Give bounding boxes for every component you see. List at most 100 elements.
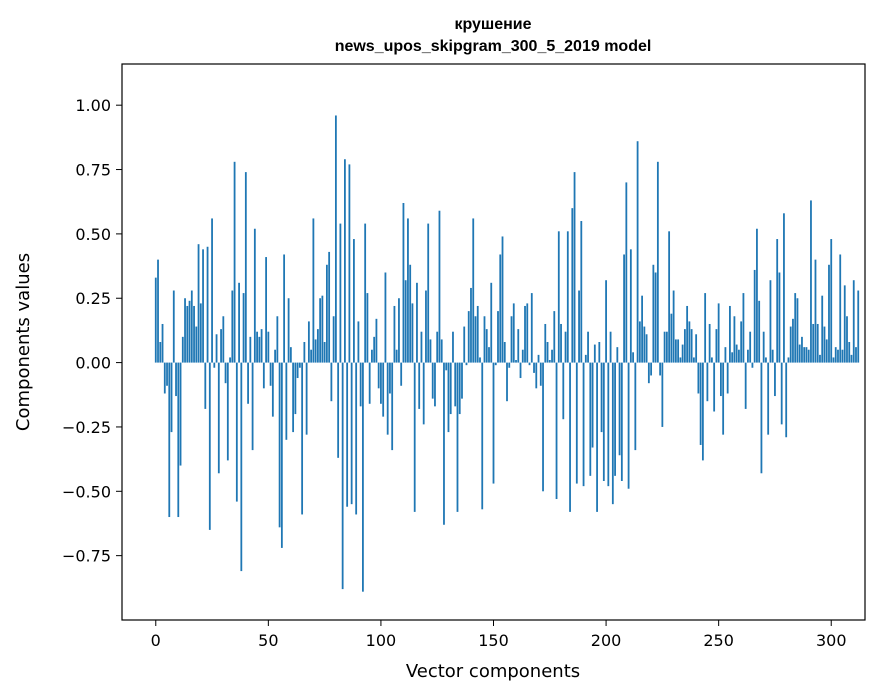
bar — [683, 329, 686, 363]
x-tick-label: 100 — [366, 631, 397, 650]
bar — [753, 269, 756, 363]
bar — [855, 347, 857, 363]
bar — [213, 362, 216, 368]
bar — [305, 362, 308, 435]
bar — [222, 316, 225, 363]
bar — [571, 208, 574, 363]
bar — [215, 334, 218, 363]
bar — [366, 293, 369, 363]
bar — [276, 316, 279, 363]
bar — [672, 290, 675, 363]
bar — [161, 323, 164, 363]
bar — [679, 357, 682, 363]
bar — [204, 362, 207, 409]
bar — [533, 362, 535, 373]
bar — [301, 362, 304, 515]
y-tick-label: 0.25 — [75, 289, 111, 308]
bar — [253, 228, 256, 363]
bar — [350, 362, 353, 505]
bar — [699, 362, 702, 445]
bar — [555, 362, 558, 500]
bar — [506, 362, 508, 402]
bar — [389, 362, 391, 394]
x-tick-label: 200 — [591, 631, 622, 650]
bar — [195, 326, 198, 363]
bar — [557, 231, 560, 363]
bar — [499, 254, 502, 363]
bar — [303, 342, 306, 363]
bar — [589, 362, 592, 476]
bar — [760, 362, 763, 474]
bar — [443, 362, 445, 525]
bar — [814, 259, 817, 363]
bar — [665, 331, 668, 363]
bar — [384, 272, 387, 363]
bar — [704, 293, 707, 363]
bar — [830, 239, 833, 363]
bar — [807, 349, 810, 363]
bar — [289, 347, 292, 363]
bar — [614, 362, 616, 476]
bar — [217, 362, 220, 474]
bar — [436, 331, 439, 363]
bar — [190, 290, 193, 363]
bar — [654, 272, 657, 363]
bar — [677, 339, 680, 363]
bar — [325, 264, 328, 363]
bar — [386, 362, 389, 435]
bar — [220, 329, 222, 363]
bar — [690, 329, 693, 363]
bar — [256, 331, 258, 363]
bar — [575, 362, 578, 484]
bar — [339, 223, 342, 363]
x-tick-label: 50 — [258, 631, 278, 650]
bar — [607, 362, 610, 487]
bar — [749, 331, 752, 363]
bar — [382, 362, 385, 417]
bar — [731, 352, 734, 363]
bar — [422, 362, 425, 425]
bar — [341, 362, 344, 590]
bar — [159, 342, 162, 363]
bar — [283, 254, 286, 363]
bar — [434, 362, 436, 407]
bar — [634, 362, 637, 451]
bar — [184, 298, 186, 363]
bar — [722, 362, 725, 435]
bar — [625, 182, 628, 363]
bar — [711, 357, 713, 363]
y-tick-label: −0.50 — [62, 482, 111, 501]
bar — [548, 360, 551, 363]
bar — [706, 362, 709, 402]
bar — [569, 362, 571, 512]
bar — [247, 362, 249, 404]
bar — [587, 331, 589, 363]
bar — [823, 326, 826, 363]
bar — [530, 293, 533, 363]
bar — [483, 316, 486, 363]
bar — [244, 172, 247, 363]
bar — [776, 239, 779, 363]
bar — [233, 161, 236, 363]
bar — [805, 347, 808, 363]
bar — [287, 298, 290, 363]
bar — [783, 213, 785, 363]
bar — [789, 326, 792, 363]
bar — [816, 323, 819, 363]
bar — [294, 362, 297, 415]
bar — [391, 362, 394, 451]
bar — [206, 246, 209, 363]
bar — [368, 362, 371, 404]
bar — [377, 362, 380, 389]
bar — [280, 362, 283, 548]
bar — [526, 303, 529, 363]
bar — [328, 251, 331, 363]
bar — [798, 344, 801, 363]
bar — [269, 362, 272, 386]
bar — [307, 321, 310, 363]
chart-title: крушение — [454, 16, 531, 33]
bar — [857, 290, 860, 363]
bar — [551, 349, 553, 363]
bar — [661, 362, 664, 427]
bar — [616, 347, 619, 363]
